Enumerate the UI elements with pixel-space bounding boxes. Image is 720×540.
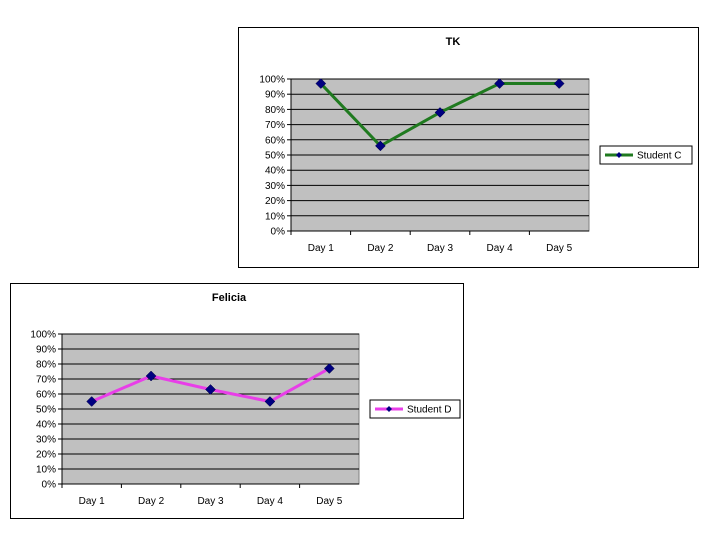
y-tick-label: 50% [265,151,285,162]
y-tick-label: 0% [271,227,286,238]
y-tick-label: 70% [265,120,285,131]
chart-felicia: Felicia 0% 10% 20% 30% 40% 50% 60% 70% 80% 90% 100%… [10,283,464,519]
data-point [375,140,386,152]
legend-marker [386,406,392,412]
data-point [553,78,565,89]
x-tick-label: Day 2 [367,243,394,254]
y-tick-label: 60% [36,390,56,401]
y-tick-label: 100% [30,330,56,341]
y-tick-label: 50% [36,405,56,416]
y-tick-label: 20% [36,450,56,461]
chart-tk: TK 0% 10% 20% 30% 40% 50% 60% 70% 80% 90% 100% Day 1… [238,27,699,268]
data-point [494,78,505,89]
y-tick-label: 60% [265,135,285,146]
x-tick-label: Day 4 [487,243,514,254]
legend-marker [616,152,622,158]
y-tick-label: 80% [36,360,56,371]
chart-felicia-svg: Felicia 0% 10% 20% 30% 40% 50% 60% 70% 80% 90% 100%… [30,292,461,507]
chart-title: TK [446,36,461,48]
legend-label: Student C [637,151,681,162]
x-tick-label: Day 3 [197,496,224,507]
x-tick-label: Day 4 [257,496,284,507]
data-point [264,396,276,407]
y-tick-label: 10% [265,211,285,222]
chart-tk-svg: TK 0% 10% 20% 30% 40% 50% 60% 70% 80% 90% 100% Day 1… [259,36,693,254]
chart-title: Felicia [212,292,247,304]
legend-box [599,145,693,165]
legend-label: Student D [407,405,451,416]
data-point [323,363,335,374]
x-tick-label: Day 5 [316,496,343,507]
y-tick-label: 100% [259,75,285,86]
data-point [86,396,98,407]
y-tick-label: 40% [265,166,285,177]
y-tick-label: 30% [265,181,285,192]
x-tick-label: Day 5 [546,243,573,254]
data-point [315,78,327,89]
y-tick-label: 90% [36,345,56,356]
y-tick-label: 90% [265,90,285,101]
data-point [205,384,216,395]
y-tick-label: 20% [265,196,285,207]
data-point [434,107,446,118]
legend-box [369,399,461,419]
x-tick-label: Day 3 [427,243,454,254]
x-tick-label: Day 2 [138,496,165,507]
y-tick-label: 40% [36,420,56,431]
y-tick-label: 80% [265,105,285,116]
x-tick-label: Day 1 [79,496,106,507]
data-point [145,370,157,382]
y-tick-label: 10% [36,465,56,476]
y-tick-label: 70% [36,375,56,386]
y-tick-label: 0% [42,480,57,491]
y-tick-label: 30% [36,435,56,446]
x-tick-label: Day 1 [308,243,335,254]
